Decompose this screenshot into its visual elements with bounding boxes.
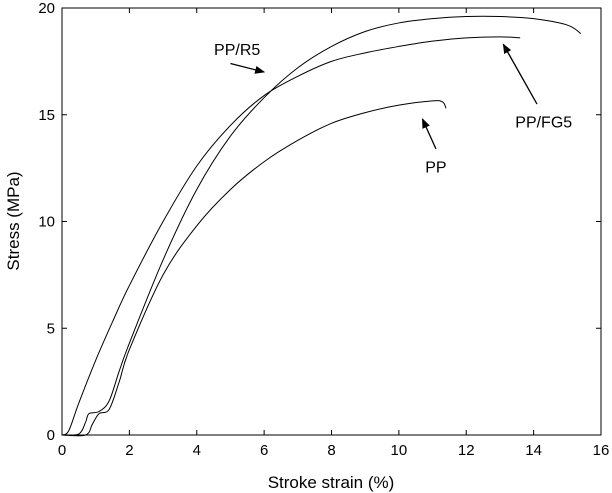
y-tick-label: 5 [47, 320, 55, 337]
annotation-arrow [421, 118, 437, 150]
annotation-arrow [502, 43, 538, 105]
x-tick-label: 16 [593, 442, 610, 459]
annotation-arrow [230, 62, 266, 74]
x-tick-label: 6 [260, 442, 268, 459]
series-line-pp-fg5 [61, 36, 521, 436]
x-tick-label: 14 [525, 442, 542, 459]
series-line-pp-r5 [61, 15, 582, 436]
annotation-label: PP [425, 159, 446, 176]
x-tick-label: 10 [391, 442, 408, 459]
x-tick-label: 8 [327, 442, 335, 459]
annotation-label: PP/FG5 [515, 115, 572, 132]
y-tick-label: 15 [38, 107, 55, 124]
y-tick-label: 10 [38, 214, 55, 231]
plot-frame [61, 7, 602, 436]
x-tick-label: 4 [193, 442, 201, 459]
x-axis-label: Stroke strain (%) [268, 473, 395, 492]
y-tick-label: 0 [47, 427, 55, 444]
series-line-pp [61, 100, 447, 437]
annotation-label: PP/R5 [214, 42, 260, 59]
y-tick-label: 20 [38, 0, 55, 17]
x-tick-label: 2 [125, 442, 133, 459]
x-tick-label: 0 [58, 442, 66, 459]
y-axis-label: Stress (MPa) [4, 171, 23, 270]
x-tick-label: 12 [458, 442, 475, 459]
